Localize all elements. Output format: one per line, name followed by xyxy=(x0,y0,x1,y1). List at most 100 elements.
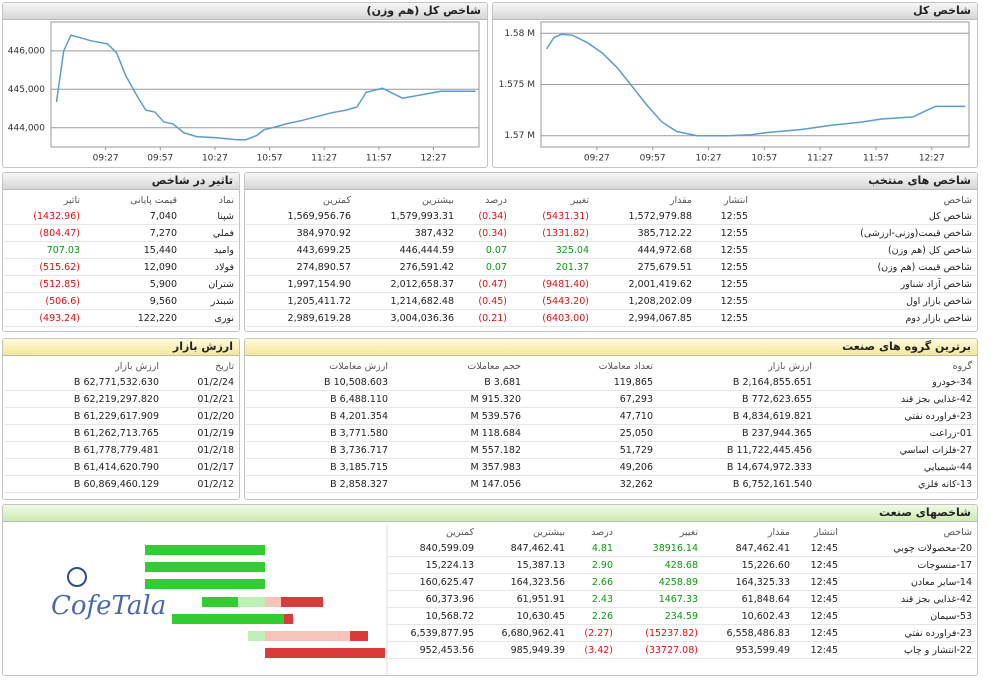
column-header: شاخص xyxy=(943,194,972,206)
table-cell: 0.07 xyxy=(458,258,511,276)
chart-panel: شاخص کل (هم وزن) 444,000 445,000 446,000 09… xyxy=(2,2,488,168)
table-cell: (33727.08) xyxy=(617,641,702,659)
table-cell: 12:55 xyxy=(696,275,752,293)
table-row: 01/2/12 60,869,460.129 B xyxy=(5,475,238,493)
table-cell: شبندر xyxy=(181,292,238,310)
panel-title: برترین گروه های صنعت xyxy=(245,339,977,356)
table-cell: 01/2/20 xyxy=(163,407,238,425)
table-cell: 01/2/24 xyxy=(163,374,238,391)
bar xyxy=(202,597,238,607)
table-cell: 274,890.57 xyxy=(246,258,355,276)
column-header: درصد xyxy=(591,526,613,538)
column-header: تاثیر xyxy=(63,194,80,206)
table-cell: 42-غذايي بجز قند xyxy=(816,390,976,408)
table-cell: 3,004,036.36 xyxy=(355,309,458,327)
table-row: 01/2/18 61,778,779.481 B xyxy=(5,441,238,459)
table-cell: 12:45 xyxy=(794,624,842,642)
table-cell: شاخص کل (هم وزن) xyxy=(752,241,976,259)
table-row: 01/2/19 61,262,713.765 B xyxy=(5,424,238,442)
column-header-row: تاریخ ارزش بازار xyxy=(5,358,238,374)
table-row: 17-منسوجات 12:45 15,226.60 428.68 2.90 15,387… xyxy=(388,556,976,574)
bar xyxy=(145,579,265,589)
table-cell: (9481.40) xyxy=(511,275,593,293)
data-table: گروه ارزش بازار تعداد معاملات حجم معاملات ار… xyxy=(246,358,976,493)
column-header: بیشترین xyxy=(422,194,454,206)
table-cell: 12:45 xyxy=(794,641,842,659)
column-header: تغییر xyxy=(679,526,698,538)
table-cell: 12:45 xyxy=(794,590,842,608)
table-cell: 234.59 xyxy=(617,607,702,625)
x-tick-label: 12:27 xyxy=(919,154,945,164)
column-header: شاخص xyxy=(943,526,972,538)
table-cell: 539.576 M xyxy=(392,407,525,425)
table-cell: 20-محصولات چوبي xyxy=(842,540,976,557)
table-cell: 14-ساير معادن xyxy=(842,573,976,591)
table-cell: 12:45 xyxy=(794,556,842,574)
table-row: فولاد 12,090 (515.62) xyxy=(4,258,238,276)
table-cell: 1,572,979.88 xyxy=(593,208,696,225)
table-cell: 443,699.25 xyxy=(246,241,355,259)
table-cell: 0.07 xyxy=(458,241,511,259)
table-cell: 6,680,962.41 xyxy=(478,624,569,642)
table-cell: (506.6) xyxy=(4,292,84,310)
table-cell: 122,220 xyxy=(84,309,181,327)
line-series xyxy=(55,34,476,141)
table-cell: 12:55 xyxy=(696,224,752,242)
y-tick-label: 446,000 xyxy=(8,46,45,56)
table-row: 01-زراعت 237,944.365 B 25,050 118.684 M 3,77… xyxy=(246,424,976,442)
table-cell: 2,858.327 B xyxy=(246,475,392,493)
table-cell: 12:55 xyxy=(696,241,752,259)
panel-title: شاخصهای صنعت xyxy=(3,505,977,522)
column-header: قیمت پایانی xyxy=(130,194,177,206)
table-cell: 7,040 xyxy=(84,208,181,225)
table-cell: (1331.82) xyxy=(511,224,593,242)
column-header: نماد xyxy=(218,194,234,206)
table-cell: 2.90 xyxy=(569,556,617,574)
table-cell: نوری xyxy=(181,309,238,327)
table-row: شبندر 9,560 (506.6) xyxy=(4,292,238,310)
table-cell: 47,710 xyxy=(525,407,657,425)
table-cell: شاخص آزاد شناور xyxy=(752,275,976,293)
table-cell: شاخص کل xyxy=(752,208,976,225)
table-cell: 62,771,532.630 B xyxy=(5,374,163,391)
table-panel: شاخص های منتخب شاخص انتشار مقدار تغییر درصد ب… xyxy=(244,172,978,332)
table-cell: 275,679.51 xyxy=(593,258,696,276)
range-bars: CofeTala xyxy=(51,525,388,675)
table-row: 23-فراورده نفتي 12:45 6,558,486.83 (15237.8… xyxy=(388,624,976,642)
table-cell: (5431.31) xyxy=(511,208,593,225)
panel-title: شاخص های منتخب xyxy=(245,173,977,190)
x-tick-label: 11:57 xyxy=(366,154,392,164)
table-cell: 164,323.56 xyxy=(478,573,569,591)
table-row: 01/2/21 62,219,297.820 B xyxy=(5,390,238,408)
table-cell: (6403.00) xyxy=(511,309,593,327)
x-tick-label: 09:57 xyxy=(147,154,173,164)
table-cell: 428.68 xyxy=(617,556,702,574)
table-cell: 15,387.13 xyxy=(478,556,569,574)
table-cell: 6,488.110 B xyxy=(246,390,392,408)
x-tick-label: 11:27 xyxy=(311,154,337,164)
table-cell: 10,602.43 xyxy=(702,607,794,625)
table-cell: 1,569,956.76 xyxy=(246,208,355,225)
table-panel: شاخصهای صنعت CofeTala شاخص انتشار مقدار تغی… xyxy=(2,504,978,676)
table-cell: 915.320 M xyxy=(392,390,525,408)
table-row: 13-كانه فلزي 6,752,161.540 B 32,262 147.056… xyxy=(246,475,976,493)
table-cell: 847,462.41 xyxy=(702,540,794,557)
table-row: شاخص قیمت(وزنی-ارزشی) 12:55 385,712.22 (133… xyxy=(246,224,976,242)
plot-area xyxy=(50,21,480,148)
bar xyxy=(238,597,265,607)
table-cell: (1432.96) xyxy=(4,208,84,225)
table-cell: 10,568.72 xyxy=(388,607,478,625)
table-cell: 61,848.64 xyxy=(702,590,794,608)
table-cell: 51,729 xyxy=(525,441,657,459)
table-cell: 01/2/19 xyxy=(163,424,238,442)
table-row: 01/2/20 61,229,617.909 B xyxy=(5,407,238,425)
table-row: شتران 5,900 (512.85) xyxy=(4,275,238,293)
table-row: 34-خودرو 2,164,855.651 B 119,865 3.681 B 10,… xyxy=(246,374,976,391)
table-cell: 11,722,445.456 B xyxy=(657,441,816,459)
table-cell: 118.684 M xyxy=(392,424,525,442)
table-cell: 12:55 xyxy=(696,208,752,225)
column-header: کمترین xyxy=(323,194,351,206)
logo-ring xyxy=(67,567,87,587)
table-cell: 985,949.39 xyxy=(478,641,569,659)
column-header-row: نماد قیمت پایانی تاثیر xyxy=(4,192,238,208)
